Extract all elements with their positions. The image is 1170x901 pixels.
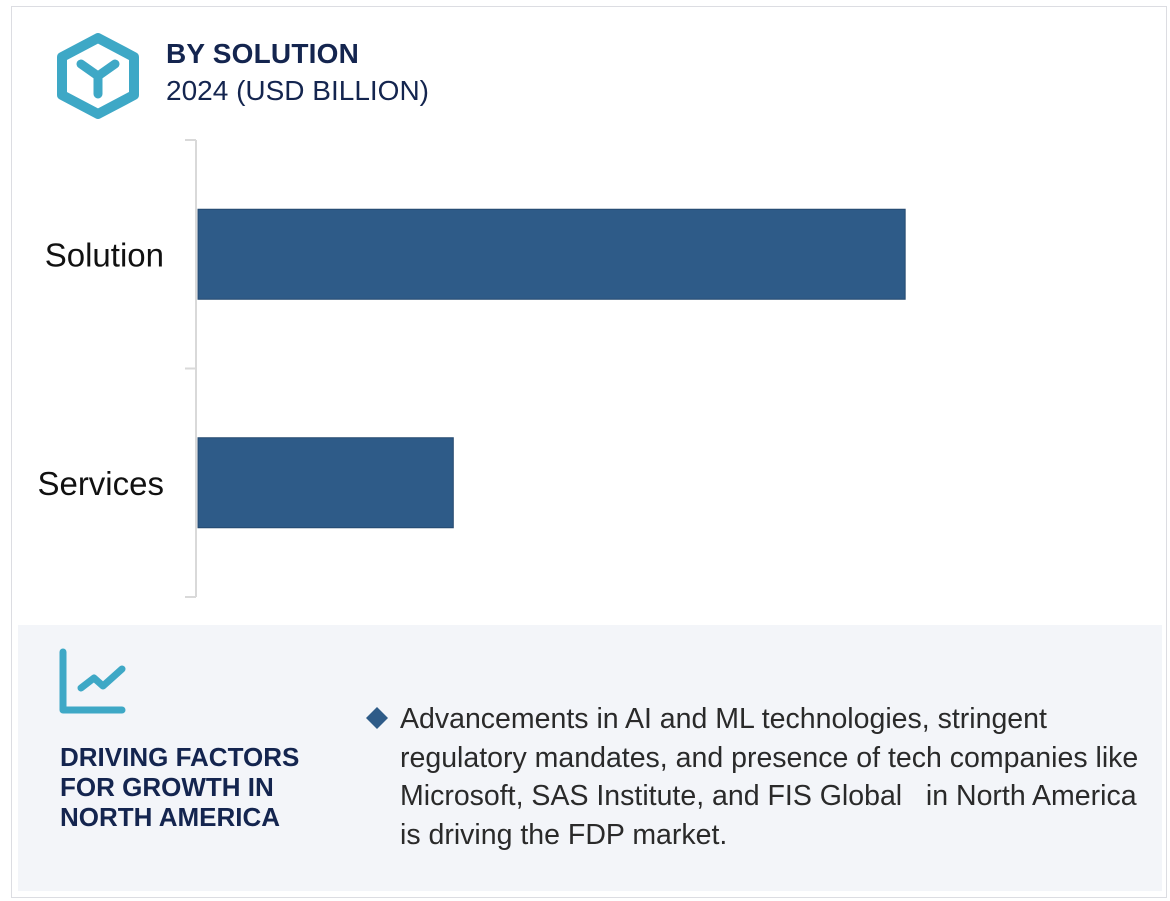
chart-title: BY SOLUTION	[166, 38, 360, 69]
bar-solution	[197, 208, 906, 300]
driving-factors-panel	[18, 625, 1162, 891]
diamond-bullet-icon	[366, 707, 388, 729]
driving-factors-text: Advancements in AI and ML technologies, …	[400, 703, 1147, 851]
category-label-services: Services	[37, 465, 164, 502]
bar-services	[197, 437, 454, 529]
chart-subtitle: 2024 (USD BILLION)	[166, 75, 429, 106]
panel-title: DRIVING FACTORS FOR GROWTH IN NORTH AMER…	[60, 742, 300, 832]
category-label-solution: Solution	[45, 236, 164, 273]
bar-chart: Solution Services	[37, 139, 906, 598]
trend-chart-icon	[59, 648, 126, 714]
cube-icon	[57, 33, 139, 119]
